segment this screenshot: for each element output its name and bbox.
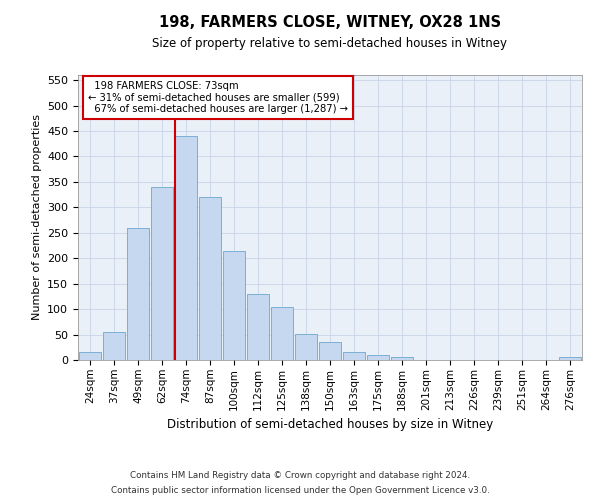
Bar [199, 197, 221, 360]
X-axis label: Distribution of semi-detached houses by size in Witney: Distribution of semi-detached houses by … [167, 418, 493, 431]
Text: 198 FARMERS CLOSE: 73sqm
← 31% of semi-detached houses are smaller (599)
  67% o: 198 FARMERS CLOSE: 73sqm ← 31% of semi-d… [88, 80, 348, 114]
Bar [223, 250, 245, 360]
Bar [391, 358, 413, 360]
Bar [295, 334, 317, 360]
Text: Contains public sector information licensed under the Open Government Licence v3: Contains public sector information licen… [110, 486, 490, 495]
Text: Contains HM Land Registry data © Crown copyright and database right 2024.: Contains HM Land Registry data © Crown c… [130, 471, 470, 480]
Bar [271, 306, 293, 360]
Bar [319, 342, 341, 360]
Bar [175, 136, 197, 360]
Bar [343, 352, 365, 360]
Bar [127, 228, 149, 360]
Text: Size of property relative to semi-detached houses in Witney: Size of property relative to semi-detach… [152, 37, 508, 50]
Bar [367, 355, 389, 360]
Bar [79, 352, 101, 360]
Bar [559, 358, 581, 360]
Bar [247, 294, 269, 360]
Y-axis label: Number of semi-detached properties: Number of semi-detached properties [32, 114, 41, 320]
Bar [151, 187, 173, 360]
Text: 198, FARMERS CLOSE, WITNEY, OX28 1NS: 198, FARMERS CLOSE, WITNEY, OX28 1NS [159, 15, 501, 30]
Bar [103, 332, 125, 360]
